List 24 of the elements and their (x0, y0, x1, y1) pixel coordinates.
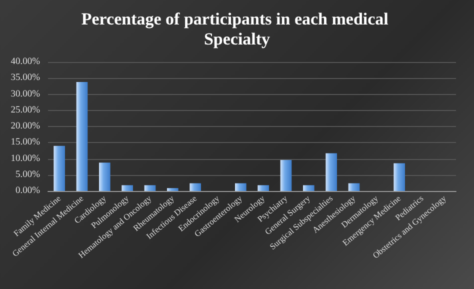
y-tick-label: 35.00% (10, 73, 40, 84)
chart-title: Percentage of participants in each medical Specialty (81, 10, 393, 48)
bar (122, 185, 133, 191)
bar (190, 183, 201, 191)
bar (280, 160, 292, 191)
bar (258, 185, 269, 191)
bar (99, 162, 110, 191)
bar (348, 183, 360, 191)
y-tick-label: 0.00% (15, 186, 40, 196)
bar (76, 82, 88, 191)
y-tick-label: 5.00% (15, 170, 40, 180)
bar (54, 146, 65, 191)
bar (326, 153, 337, 191)
y-tick-label: 10.00% (10, 154, 40, 164)
bar (235, 183, 246, 191)
bar (144, 185, 156, 191)
y-tick-label: 30.00% (10, 89, 40, 100)
y-tick-label: 40.00% (10, 57, 40, 67)
y-tick-label: 15.00% (10, 138, 40, 148)
y-tick-label: 25.00% (10, 105, 40, 116)
bar (303, 185, 314, 191)
bar (394, 163, 405, 191)
y-tick-label: 20.00% (10, 122, 40, 132)
bar (167, 188, 178, 191)
